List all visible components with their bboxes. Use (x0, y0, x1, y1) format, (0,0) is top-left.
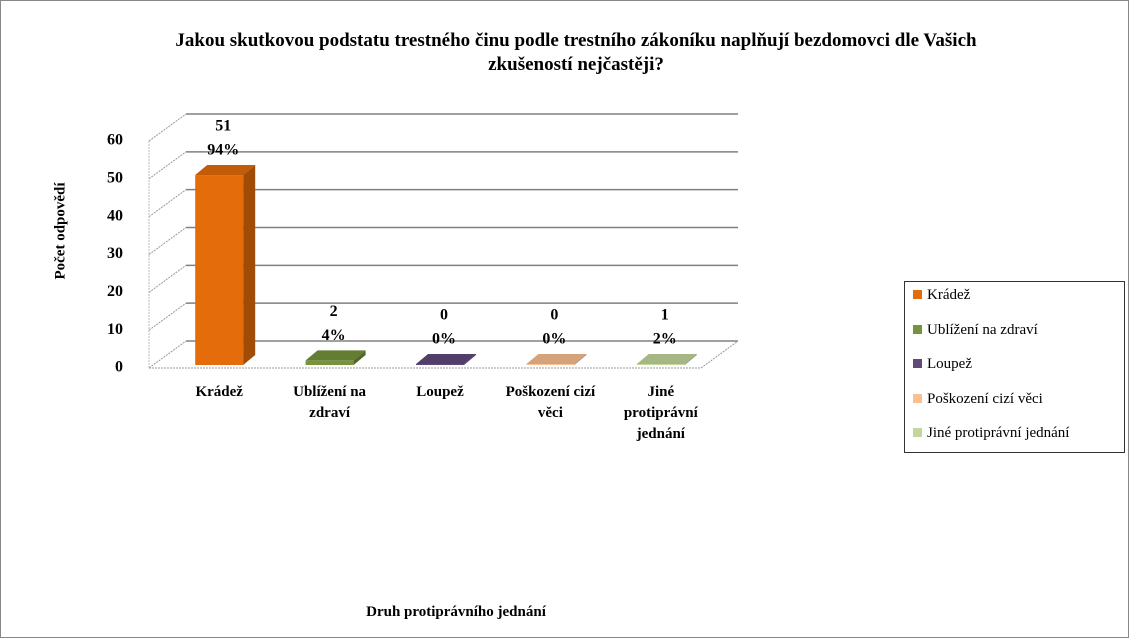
x-tick-label: Krádež (195, 384, 243, 400)
bar-top (526, 354, 587, 364)
grid-line-side (148, 302, 187, 331)
bar-side (684, 354, 697, 365)
legend-swatch (913, 290, 922, 299)
legend-item: Loupež (913, 354, 972, 374)
bar-front (526, 364, 575, 365)
x-axis-label: Druh protiprávního jednání (366, 604, 546, 620)
legend-swatch (913, 428, 922, 437)
x-tick-label: Loupež (416, 384, 464, 400)
grid-line-side (148, 340, 187, 369)
grid-line-side (148, 189, 187, 218)
grid-line-side (148, 113, 187, 142)
grid-line-side (148, 264, 187, 293)
legend-item: Ublížení na zdraví (913, 320, 1038, 340)
value-label: 0 (550, 307, 558, 324)
bar-front (305, 360, 354, 365)
y-tick-label: 50 (107, 170, 123, 187)
y-axis-label: Počet odpovědí (52, 182, 68, 280)
bar (305, 350, 366, 365)
y-tick-label: 20 (107, 283, 123, 300)
legend: Krádež Ublížení na zdraví Loupež Poškození … (904, 281, 1125, 453)
percentage-label: 0% (542, 331, 566, 348)
floor (149, 340, 739, 369)
y-tick-label: 30 (107, 245, 123, 262)
percentage-label: 2% (653, 331, 677, 348)
percentage-label: 4% (322, 327, 346, 344)
legend-item: Krádež (913, 285, 970, 305)
bar-top (416, 354, 476, 364)
bar-top (305, 350, 366, 361)
bar (636, 354, 697, 365)
y-tick-label: 0 (115, 359, 123, 376)
value-label: 51 (215, 118, 231, 135)
x-tick-label: Ublížení na zdraví (293, 384, 367, 421)
legend-swatch (913, 359, 922, 368)
percentage-label: 0% (432, 331, 456, 348)
x-tick-label: Jiné protiprávní jednání (623, 384, 698, 442)
chart-title: Jakou skutkovou podstatu trestného činu … (175, 30, 977, 75)
legend-swatch (913, 393, 922, 403)
bar-top (636, 354, 697, 364)
legend-label: Loupež (927, 356, 972, 372)
bar (195, 165, 256, 365)
grid-line-side (148, 227, 187, 255)
bar-side (353, 350, 366, 365)
value-label: 0 (440, 307, 448, 324)
y-tick-label: 40 (107, 207, 123, 224)
bar-front (195, 175, 244, 365)
legend-label: Ublížení na zdraví (927, 321, 1038, 338)
legend-label: Poškození cizí věci (927, 390, 1043, 407)
grid-line-side (148, 151, 187, 180)
legend-label: Jiné protiprávní jednání (927, 425, 1070, 441)
bar-side (243, 165, 256, 365)
bar-front (636, 364, 685, 365)
legend-item: Jiné protiprávní jednání (913, 423, 1069, 443)
value-label: 2 (330, 303, 338, 320)
y-tick-label: 10 (107, 321, 123, 338)
y-tick-label: 60 (107, 132, 123, 149)
bar-side (574, 354, 587, 365)
bar (526, 354, 587, 365)
bar (416, 354, 476, 365)
bar-front (416, 364, 464, 365)
bar-side (464, 354, 476, 365)
percentage-label: 94% (207, 142, 239, 159)
legend-label: Krádež (927, 287, 971, 303)
legend-item: Poškození cizí věci (913, 389, 1043, 409)
legend-swatch (913, 324, 922, 334)
bar-top (195, 165, 256, 176)
value-label: 1 (661, 307, 669, 324)
x-tick-label: Poškození cizí věci (505, 384, 596, 421)
